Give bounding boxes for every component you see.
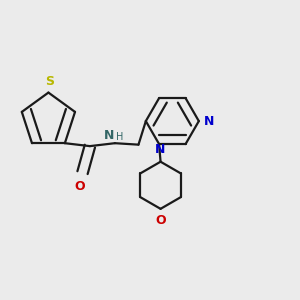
Text: N: N bbox=[204, 115, 214, 128]
Text: H: H bbox=[116, 132, 123, 142]
Text: N: N bbox=[104, 129, 114, 142]
Text: O: O bbox=[75, 180, 86, 193]
Text: S: S bbox=[45, 75, 54, 88]
Text: O: O bbox=[155, 214, 166, 227]
Text: N: N bbox=[155, 143, 166, 156]
